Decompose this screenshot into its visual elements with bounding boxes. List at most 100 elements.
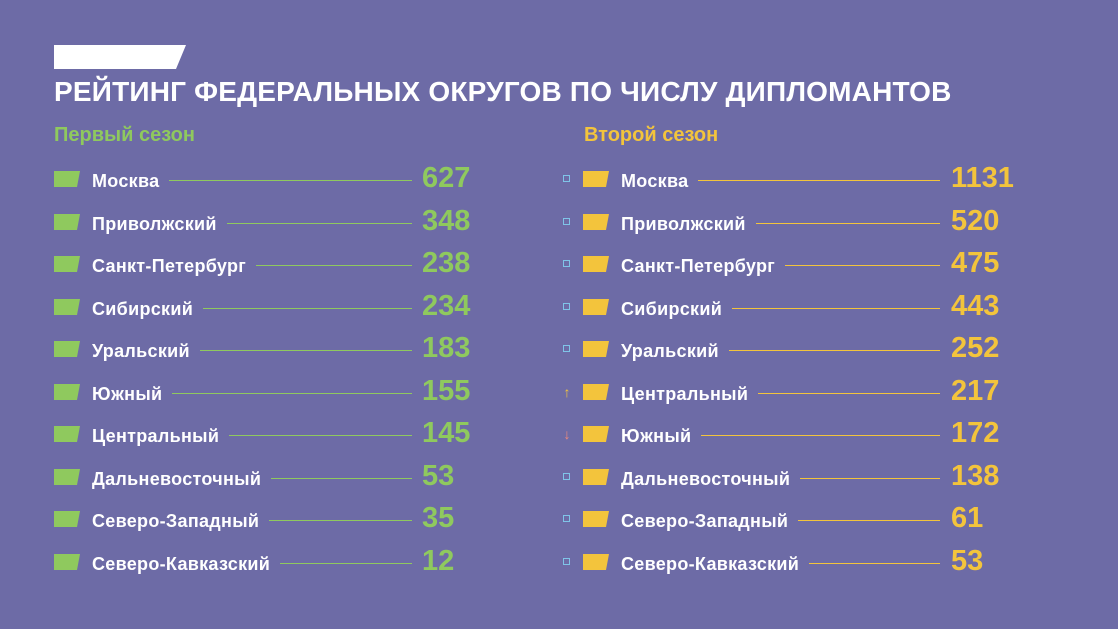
region-name: Уральский: [621, 341, 719, 361]
leader-line: [800, 477, 940, 479]
table-row: Центральный 145: [0, 413, 1118, 455]
region-value: 348: [422, 204, 471, 237]
square-icon: [563, 260, 570, 267]
square-icon: [563, 472, 570, 480]
row-marker-icon: [583, 298, 609, 315]
table-row: Сибирский 443: [0, 286, 1118, 328]
table-row: Дальневосточный 138: [0, 456, 1118, 498]
square-icon: [563, 302, 570, 310]
table-row: Уральский 252: [0, 328, 1118, 370]
region-name: Уральский: [92, 341, 190, 361]
region-value: 53: [951, 544, 984, 577]
region-name: Южный: [92, 383, 163, 404]
region-name: Санкт-Петербург: [621, 256, 776, 276]
row-marker-icon: [54, 468, 80, 485]
leader-line: [698, 180, 940, 181]
region-value: 443: [951, 289, 1000, 322]
table-row: Приволжский 348: [0, 201, 1118, 243]
row-marker-icon: [54, 213, 80, 230]
region-value: 61: [951, 502, 984, 534]
leader-line: [758, 392, 940, 394]
region-value: 217: [951, 374, 1000, 407]
region-value: 520: [951, 204, 1000, 237]
region-value: 475: [951, 247, 1000, 279]
region-name: Северо-Кавказский: [92, 553, 271, 574]
row-marker-icon: [583, 553, 609, 570]
row-marker-icon: [54, 383, 80, 400]
leader-line: [755, 222, 940, 224]
region-name: Центральный: [621, 383, 749, 404]
region-value: 238: [422, 247, 471, 279]
row-marker-icon: [54, 171, 80, 187]
table-row: Дальневосточный 53: [0, 456, 1118, 498]
region-value: 53: [422, 459, 455, 492]
region-value: 1131: [951, 162, 1014, 194]
region-name: Москва: [621, 171, 689, 191]
table-row: Москва 1131: [0, 158, 1118, 200]
leader-line: [701, 435, 940, 436]
table-row: Северо-Западный 61: [0, 498, 1118, 540]
table-row: Северо-Кавказский 12: [0, 541, 1118, 583]
table-row: Северо-Кавказский 53: [0, 541, 1118, 583]
second-season-heading: Второй сезон: [584, 124, 719, 146]
leader-line: [226, 222, 412, 224]
square-icon: [563, 515, 570, 522]
leader-line: [269, 520, 412, 521]
region-name: Сибирский: [621, 298, 723, 319]
table-row: Уральский 183: [0, 328, 1118, 370]
row-marker-icon: [54, 341, 80, 357]
region-value: 183: [422, 332, 471, 364]
table-row: Северо-Западный 35: [0, 498, 1118, 540]
leader-line: [199, 350, 412, 351]
leader-line: [809, 562, 940, 564]
table-row: Южный 155: [0, 371, 1118, 413]
region-name: Северо-Кавказский: [621, 553, 800, 574]
first-season-heading: Первый сезон: [54, 124, 195, 146]
region-value: 12: [422, 544, 455, 577]
leader-line: [229, 435, 412, 436]
row-marker-icon: [54, 426, 80, 442]
region-value: 172: [951, 417, 1000, 449]
region-name: Северо-Западный: [621, 511, 789, 531]
leader-line: [732, 307, 940, 309]
table-row: Санкт-Петербург 475: [0, 243, 1118, 285]
region-name: Северо-Западный: [92, 511, 260, 531]
region-name: Южный: [621, 426, 692, 446]
region-name: Дальневосточный: [92, 468, 262, 489]
row-marker-icon: [54, 298, 80, 315]
leader-line: [203, 307, 412, 309]
square-icon: [563, 557, 570, 565]
row-marker-icon: [54, 256, 80, 272]
arrow-down-icon: ↓: [563, 426, 571, 442]
leader-line: [785, 265, 940, 266]
leader-line: [798, 520, 940, 521]
leader-line: [169, 180, 412, 181]
leader-line: [728, 350, 940, 351]
leader-line: [280, 562, 412, 564]
arrow-up-icon: ↑: [563, 383, 571, 400]
region-name: Приволжский: [92, 213, 217, 234]
leader-line: [271, 477, 412, 479]
region-value: 155: [422, 374, 471, 407]
table-row: ↑ Центральный 217: [0, 371, 1118, 413]
square-icon: [563, 345, 570, 352]
row-marker-icon: [583, 383, 609, 400]
page-title: РЕЙТИНГ ФЕДЕРАЛЬНЫХ ОКРУГОВ ПО ЧИСЛУ ДИП…: [54, 76, 952, 107]
table-row: Москва 627: [0, 158, 1118, 200]
region-name: Приволжский: [621, 213, 746, 234]
row-marker-icon: [54, 553, 80, 570]
row-marker-icon: [583, 341, 609, 357]
row-marker-icon: [583, 256, 609, 272]
title-accent-bar: [54, 45, 186, 69]
table-row: ↓ Южный 172: [0, 413, 1118, 455]
region-name: Центральный: [92, 426, 220, 446]
region-name: Санкт-Петербург: [92, 256, 247, 276]
row-marker-icon: [583, 511, 609, 527]
region-value: 252: [951, 332, 1000, 364]
table-row: Сибирский 234: [0, 286, 1118, 328]
table-row: Приволжский 520: [0, 201, 1118, 243]
square-icon: [563, 217, 570, 225]
region-name: Дальневосточный: [621, 468, 791, 489]
row-marker-icon: [583, 426, 609, 442]
row-marker-icon: [583, 213, 609, 230]
